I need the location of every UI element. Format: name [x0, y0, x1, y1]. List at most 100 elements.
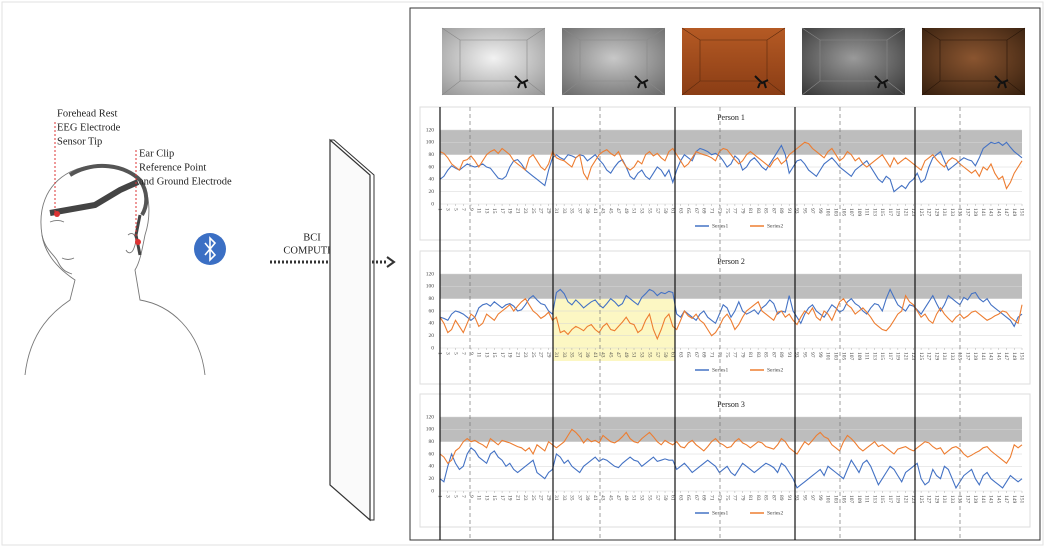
x-tick-label: 49	[623, 495, 629, 501]
x-tick-label: 127	[926, 495, 932, 504]
x-tick-label: 43	[600, 495, 606, 501]
x-tick-label: 43	[600, 352, 606, 358]
x-tick-label: 23	[522, 352, 528, 358]
y-tick-label: 80	[429, 152, 435, 158]
y-tick-label: 120	[426, 271, 435, 277]
x-tick-label: 17	[499, 495, 505, 501]
x-tick-label: 15	[491, 495, 497, 501]
x-tick-label: 109	[856, 495, 862, 504]
y-tick-label: 0	[431, 488, 434, 494]
y-tick-label: 20	[429, 333, 435, 339]
x-tick-label: 73	[716, 208, 722, 214]
x-tick-label: 91	[786, 352, 792, 358]
legend-label: Series2	[767, 223, 783, 229]
x-tick-label: 25	[530, 495, 536, 501]
x-tick-label: 29	[545, 352, 551, 358]
x-tick-label: 89	[778, 495, 784, 501]
x-tick-label: 143	[988, 208, 994, 217]
x-tick-label: 137	[964, 208, 970, 217]
x-tick-label: 99	[817, 352, 823, 358]
x-tick-label: 109	[856, 208, 862, 217]
x-tick-label: 107	[848, 495, 854, 504]
x-tick-label: 3	[444, 495, 450, 498]
arrow-head	[387, 257, 394, 267]
x-tick-label: 133	[949, 352, 955, 361]
x-tick-label: 67	[693, 352, 699, 358]
x-tick-label: 147	[1003, 208, 1009, 217]
x-tick-label: 13	[483, 495, 489, 501]
x-tick-label: 111	[864, 352, 870, 360]
label: Reference Point	[139, 162, 206, 173]
x-tick-label: 7	[460, 208, 466, 211]
x-tick-label: 63	[677, 352, 683, 358]
x-tick-label: 35	[569, 352, 575, 358]
x-tick-label: 7	[460, 495, 466, 498]
x-tick-label: 59	[662, 352, 668, 358]
x-tick-label: 107	[848, 352, 854, 361]
x-tick-label: 83	[755, 352, 761, 358]
x-tick-label: 105	[840, 495, 846, 504]
x-tick-label: 121	[902, 352, 908, 361]
x-tick-label: 25	[530, 352, 536, 358]
x-tick-label: 7	[460, 352, 466, 355]
y-tick-label: 100	[426, 284, 435, 290]
x-tick-label: 119	[895, 208, 901, 216]
x-tick-label: 71	[708, 208, 714, 214]
y-tick-label: 80	[429, 439, 435, 445]
x-tick-label: 85	[763, 352, 769, 358]
figure: Forehead Rest EEG Electrode Sensor Tip E…	[0, 0, 1045, 547]
chart-panel	[420, 251, 1030, 384]
x-tick-label: 19	[507, 352, 513, 358]
x-tick-label: 41	[592, 495, 598, 501]
x-tick-label: 65	[685, 495, 691, 501]
x-tick-label: 33	[561, 495, 567, 501]
x-tick-label: 149	[1011, 352, 1017, 361]
x-tick-label: 121	[902, 495, 908, 504]
x-tick-label: 83	[755, 208, 761, 214]
x-tick-label: 75	[724, 352, 730, 358]
x-tick-label: 79	[739, 495, 745, 501]
x-tick-label: 5	[452, 208, 458, 211]
y-tick-label: 120	[426, 414, 435, 420]
x-tick-label: 53	[638, 208, 644, 214]
label: BCI	[303, 232, 321, 243]
x-tick-label: 47	[615, 495, 621, 501]
x-tick-label: 145	[995, 208, 1001, 217]
x-tick-label: 29	[545, 208, 551, 214]
y-tick-label: 0	[431, 201, 434, 207]
x-tick-label: 151	[1019, 208, 1025, 217]
x-tick-label: 57	[654, 208, 660, 214]
x-tick-label: 105	[840, 208, 846, 217]
x-tick-label: 97	[809, 208, 815, 214]
x-tick-label: 27	[538, 208, 544, 214]
x-tick-label: 113	[871, 208, 877, 216]
x-tick-label: 67	[693, 495, 699, 501]
x-tick-label: 49	[623, 208, 629, 214]
x-tick-label: 105	[840, 352, 846, 361]
x-tick-label: 45	[607, 208, 613, 214]
x-tick-label: 43	[600, 208, 606, 214]
x-tick-label: 91	[786, 495, 792, 501]
x-tick-label: 119	[895, 495, 901, 503]
y-tick-label: 80	[429, 296, 435, 302]
x-tick-label: 11	[476, 352, 482, 358]
x-tick-label: 141	[980, 208, 986, 217]
x-tick-label: 75	[724, 208, 730, 214]
x-tick-label: 51	[631, 495, 637, 501]
x-tick-label: 33	[561, 352, 567, 358]
x-tick-label: 33	[561, 208, 567, 214]
x-tick-label: 91	[786, 208, 792, 214]
head-sketch	[25, 165, 205, 375]
x-tick-label: 39	[584, 352, 590, 358]
x-tick-label: 21	[514, 208, 520, 214]
y-tick-label: 0	[431, 345, 434, 351]
x-tick-label: 119	[895, 352, 901, 360]
x-tick-label: 47	[615, 208, 621, 214]
x-tick-label: 37	[576, 495, 582, 501]
x-tick-label: 41	[592, 352, 598, 358]
x-tick-label: 63	[677, 495, 683, 501]
x-tick-label: 143	[988, 352, 994, 361]
x-tick-label: 107	[848, 208, 854, 217]
legend-label: Series2	[767, 367, 783, 373]
x-tick-label: 39	[584, 208, 590, 214]
